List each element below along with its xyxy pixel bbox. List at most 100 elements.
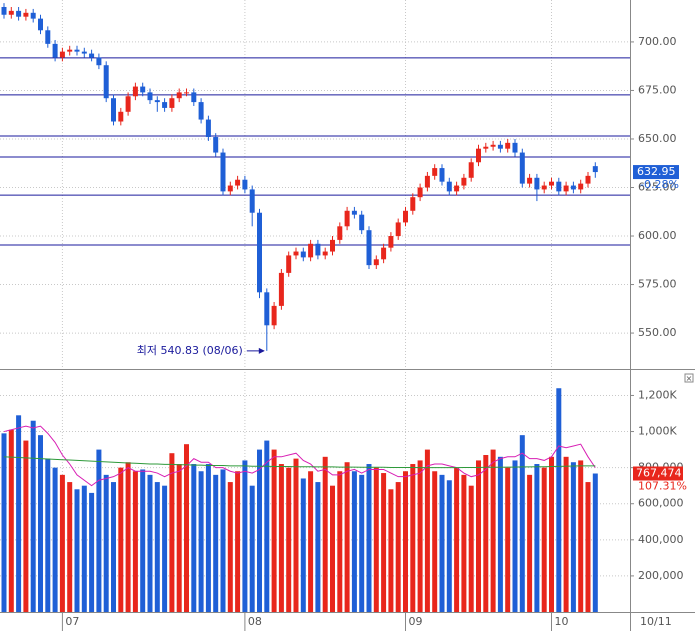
candle-body bbox=[315, 243, 321, 256]
volume-bar bbox=[534, 464, 540, 612]
volume-bar bbox=[373, 467, 379, 612]
candle-body bbox=[184, 92, 189, 94]
y-tick-label: 400,000 bbox=[638, 533, 684, 546]
candle-body bbox=[198, 102, 204, 120]
y-tick-label: 550.00 bbox=[638, 326, 677, 339]
volume-bar bbox=[140, 469, 146, 612]
candle-body bbox=[257, 212, 262, 293]
candle-body bbox=[476, 148, 481, 163]
candle-body bbox=[125, 96, 131, 112]
volume-bar bbox=[67, 482, 73, 612]
volume-bar bbox=[556, 388, 562, 612]
candle-body bbox=[30, 12, 36, 19]
candle-body bbox=[235, 179, 241, 186]
candle-body bbox=[563, 185, 569, 192]
candle-body bbox=[359, 214, 365, 231]
candle-body bbox=[81, 51, 87, 54]
volume-bar bbox=[184, 444, 189, 612]
volume-bar bbox=[446, 480, 452, 612]
y-tick-label: 700.00 bbox=[638, 35, 677, 48]
volume-bar bbox=[476, 460, 481, 612]
candle-body bbox=[38, 18, 43, 31]
candle-body bbox=[505, 142, 511, 149]
volume-bar bbox=[439, 474, 445, 612]
candle-body bbox=[286, 255, 292, 273]
last-volume-label: 767,474 bbox=[636, 467, 682, 480]
volume-bar bbox=[381, 473, 387, 612]
candle-body bbox=[497, 144, 503, 149]
candle-body bbox=[527, 177, 533, 184]
volume-bar bbox=[264, 440, 270, 612]
candle-body bbox=[249, 189, 255, 213]
candle-body bbox=[45, 30, 51, 44]
volume-bar bbox=[432, 471, 438, 612]
volume-bar bbox=[351, 471, 357, 612]
volume-bar bbox=[30, 420, 36, 612]
close-button[interactable] bbox=[684, 373, 694, 383]
candle-body bbox=[549, 181, 554, 186]
candle-body bbox=[461, 177, 467, 186]
candle-body bbox=[271, 305, 277, 326]
volume-bar bbox=[578, 460, 584, 612]
volume-bar bbox=[23, 440, 29, 612]
candle-body bbox=[424, 175, 430, 188]
candle-body bbox=[337, 226, 343, 240]
volume-bar bbox=[344, 462, 350, 612]
volume-bar bbox=[191, 464, 197, 612]
candle-body bbox=[446, 181, 452, 192]
volume-bar bbox=[154, 482, 160, 612]
volume-bar bbox=[118, 467, 124, 612]
x-tick-label: 09 bbox=[409, 615, 423, 628]
candle-body bbox=[308, 243, 314, 258]
candle-body bbox=[373, 259, 379, 266]
candle-body bbox=[578, 183, 584, 190]
volume-bar bbox=[549, 456, 554, 612]
volume-bar bbox=[132, 471, 138, 612]
volume-bar bbox=[330, 485, 335, 612]
candle-body bbox=[556, 181, 562, 192]
candle-body bbox=[410, 197, 416, 211]
current-date: 10/11 bbox=[640, 615, 672, 628]
candle-body bbox=[103, 65, 109, 99]
volume-bar bbox=[227, 482, 233, 612]
volume-bar bbox=[417, 460, 423, 612]
candle-body bbox=[330, 239, 335, 252]
volume-bar bbox=[81, 485, 87, 612]
volume-bar bbox=[541, 467, 547, 612]
candle-body bbox=[534, 177, 540, 190]
volume-bar bbox=[205, 464, 211, 612]
volume-bar bbox=[585, 482, 591, 612]
candle-body bbox=[264, 292, 270, 326]
volume-bar bbox=[162, 485, 168, 612]
candle-body bbox=[162, 102, 168, 108]
volume-bar bbox=[527, 474, 533, 612]
volume-bar bbox=[410, 464, 416, 612]
volume-bar bbox=[176, 464, 182, 612]
volume-bar bbox=[388, 489, 394, 612]
y-tick-label: 200,000 bbox=[638, 569, 684, 582]
candle-body bbox=[483, 146, 489, 149]
volume-bar bbox=[497, 456, 503, 612]
candle-body bbox=[388, 236, 394, 248]
volume-bar bbox=[220, 469, 226, 612]
last-price-tag bbox=[633, 165, 679, 180]
candle-body bbox=[132, 86, 138, 97]
candle-body bbox=[191, 92, 197, 103]
volume-bar bbox=[278, 464, 284, 612]
volume-bar bbox=[286, 467, 292, 612]
candle-body bbox=[154, 100, 160, 103]
candle-body bbox=[213, 137, 219, 153]
volume-bar bbox=[235, 471, 241, 612]
last-change-label: -0.28% bbox=[640, 178, 679, 191]
volume-bar bbox=[271, 449, 277, 612]
candle-body bbox=[1, 6, 7, 15]
volume-bar bbox=[103, 474, 109, 612]
candle-body bbox=[278, 272, 284, 306]
volume-bar bbox=[89, 492, 95, 612]
candle-body bbox=[300, 251, 306, 258]
volume-bar bbox=[125, 462, 131, 612]
volume-bar bbox=[147, 474, 153, 612]
volume-bar bbox=[468, 485, 474, 612]
volume-bar bbox=[461, 474, 467, 612]
volume-bar bbox=[592, 473, 598, 612]
